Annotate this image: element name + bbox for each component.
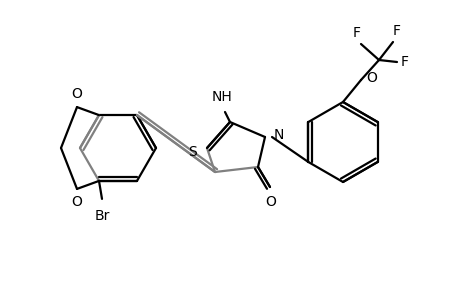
Text: F: F [400,55,408,69]
Text: N: N [274,128,284,142]
Text: O: O [72,195,82,209]
Text: F: F [352,26,360,40]
Text: F: F [392,24,400,38]
Text: Br: Br [94,209,109,223]
Text: S: S [188,145,196,159]
Text: O: O [72,87,82,101]
Text: O: O [265,195,276,209]
Text: O: O [365,71,376,85]
Text: NH: NH [211,90,232,104]
